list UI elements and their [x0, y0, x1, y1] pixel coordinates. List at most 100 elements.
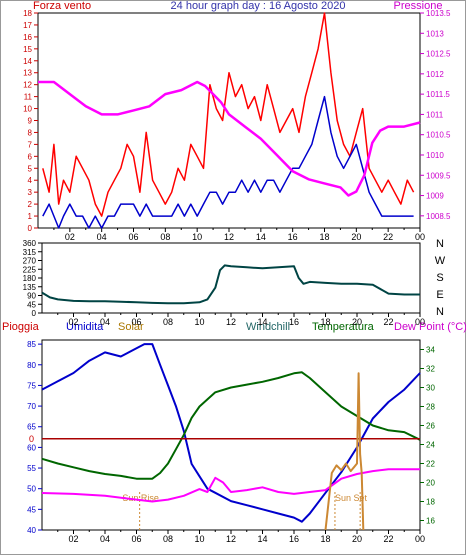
y-tick-label: 45	[27, 300, 36, 309]
wind-direction-series	[41, 264, 420, 305]
compass-s: S	[436, 272, 443, 284]
panel-1-border	[37, 12, 421, 229]
y-tick-label: 34	[426, 346, 435, 355]
y-tick-label: 55	[27, 464, 36, 473]
y-tick-label: 9	[28, 117, 33, 126]
y-tick-label: 85	[27, 340, 36, 349]
y-tick-label: 65	[27, 423, 36, 432]
legend-solar: Solar	[118, 321, 144, 333]
y-tick-label: 1009	[426, 192, 444, 201]
y-tick-label: 1013	[426, 29, 444, 38]
y-tick-label: 32	[426, 365, 435, 374]
x-tick-label: 02	[65, 232, 75, 242]
y-tick-label: 22	[426, 460, 435, 469]
panel-2-border	[41, 242, 421, 314]
y-tick-label: 16	[23, 33, 32, 42]
x-tick-label: 14	[256, 232, 266, 242]
legend-dewpoint: Dew Point (°C)	[394, 321, 466, 333]
compass-n-top: N	[436, 238, 444, 250]
y-tick-label: 16	[426, 517, 435, 526]
pressure-axis-label: Pressione	[394, 0, 443, 12]
y-tick-label: 12	[23, 81, 32, 90]
y-tick-label: 3	[28, 188, 33, 197]
x-tick-label: 14	[257, 317, 267, 327]
y-tick-label: 10	[23, 105, 32, 114]
x-tick-label: 20	[351, 232, 361, 242]
x-tick-label: 16	[288, 232, 298, 242]
legend-windchill: Windchill	[246, 321, 290, 333]
compass-e: E	[436, 289, 443, 301]
compass-n-bottom: N	[436, 306, 444, 318]
y-tick-label: 0	[28, 224, 33, 233]
y-tick-label: 18	[23, 9, 32, 18]
y-tick-label: 15	[23, 45, 32, 54]
compass-w: W	[435, 255, 446, 267]
x-tick-label: 18	[320, 534, 330, 544]
y-tick-label: 1009.5	[426, 171, 451, 180]
y-tick-label: 1012.5	[426, 50, 451, 59]
sunset-label: Sun Set	[335, 493, 368, 503]
x-tick-label: 04	[97, 232, 107, 242]
x-tick-label: 12	[226, 534, 236, 544]
y-tick-label: 24	[426, 441, 435, 450]
x-tick-label: 12	[226, 317, 236, 327]
x-tick-label: 08	[163, 534, 173, 544]
plot-layers: 02 04 06 08 10 12 14 16 18 20 22 000123456789101112…	[23, 9, 451, 544]
y-tick-label: 0	[32, 309, 37, 318]
y-tick-label: 1010.5	[426, 131, 451, 140]
humidity-y-axis: 40 45 50 55 60 65 70 75 80 85	[27, 340, 42, 535]
x-tick-label: 16	[289, 317, 299, 327]
y-tick-label: 50	[27, 485, 36, 494]
y-tick-label: 20	[426, 479, 435, 488]
x-tick-label: 00	[415, 534, 425, 544]
x-tick-label: 16	[289, 534, 299, 544]
x-tick-label: 00	[415, 317, 425, 327]
x-tick-label: 00	[415, 232, 425, 242]
y-tick-label: 360	[23, 239, 37, 248]
y-tick-label: 1011.5	[426, 90, 450, 99]
y-tick-label: 1008.5	[426, 212, 451, 221]
x-tick-label: 20	[352, 534, 362, 544]
y-tick-label: 14	[23, 57, 32, 66]
compass-labels: N W S E N	[435, 238, 446, 318]
legend-temperatura: Temperatura	[312, 321, 375, 333]
y-tick-label: 90	[27, 292, 36, 301]
x-tick-label: 04	[100, 317, 110, 327]
y-tick-label: 11	[24, 93, 33, 102]
x-tick-label: 22	[383, 317, 393, 327]
x-tick-label: 12	[224, 232, 234, 242]
y-tick-label: 26	[426, 422, 435, 431]
x-tick-label: 20	[352, 317, 362, 327]
y-tick-label: 1	[28, 212, 33, 221]
x-tick-label: 08	[160, 232, 170, 242]
x-tick-label: 18	[320, 317, 330, 327]
x-tick-label: 18	[319, 232, 329, 242]
x-tick-label: 10	[194, 534, 204, 544]
y-tick-label: 6	[28, 152, 33, 161]
y-tick-label: 8	[28, 128, 33, 137]
y-tick-label: 30	[426, 384, 435, 393]
y-tick-label: 1012	[426, 70, 444, 79]
panel-3-axes: 02 04 06 08 10 12 14 16 18 20 22 00	[41, 339, 425, 544]
pressure-y-axis: 1008.5 1009 1009.5 1010 1010.5 1011 1011.5 1012…	[420, 9, 451, 221]
x-tick-label: 10	[194, 317, 204, 327]
dewpoint-series	[41, 468, 420, 503]
y-tick-label: 60	[27, 443, 36, 452]
y-tick-label: 1011	[426, 110, 444, 119]
panel-1-axes: 02 04 06 08 10 12 14 16 18 20 22 00	[37, 12, 425, 242]
wind-avg-series	[42, 95, 414, 229]
x-tick-label: 10	[192, 232, 202, 242]
x-tick-label: 06	[131, 534, 141, 544]
y-tick-label: 315	[23, 248, 37, 257]
y-tick-label: 75	[27, 381, 36, 390]
y-tick-label: 40	[27, 526, 36, 535]
y-tick-label: 180	[23, 274, 37, 283]
chart-title: 24 hour graph day : 16 Agosto 2020	[171, 0, 346, 12]
y-tick-label: 17	[23, 21, 32, 30]
rain-zero-label: 0	[29, 434, 34, 444]
x-tick-label: 04	[100, 534, 110, 544]
y-tick-label: 45	[27, 505, 36, 514]
